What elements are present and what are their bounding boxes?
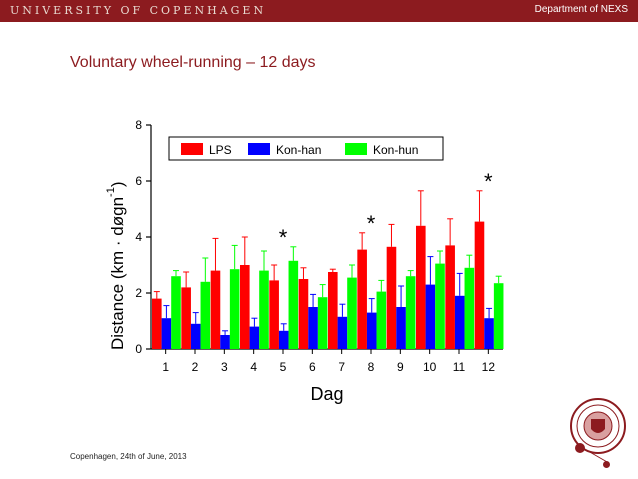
bar-kon-han xyxy=(220,335,230,349)
bar-kon-han xyxy=(337,316,348,349)
bar-lps xyxy=(298,279,309,349)
legend-swatch xyxy=(345,143,367,155)
bar-lps xyxy=(240,265,250,349)
bar-lps xyxy=(445,245,455,349)
decor-dot-large xyxy=(575,443,585,453)
bar-kon-hun xyxy=(171,276,181,349)
decor-dot-small xyxy=(603,461,610,468)
university-seal-icon xyxy=(570,398,626,454)
bar-kon-hun xyxy=(200,281,211,349)
footer-text: Copenhagen, 24th of June, 2013 xyxy=(70,452,187,461)
x-tick-label: 4 xyxy=(250,360,257,374)
bar-kon-han xyxy=(278,330,289,349)
legend-box xyxy=(168,136,444,161)
bar-kon-hun xyxy=(405,276,416,349)
bar-kon-hun xyxy=(347,277,357,349)
bar-lps xyxy=(181,287,191,349)
bar-kon-hun xyxy=(229,269,240,349)
y-tick-label: 6 xyxy=(135,174,142,188)
bar-lps xyxy=(152,298,162,349)
x-tick-label: 9 xyxy=(397,360,404,374)
bar-lps xyxy=(386,246,397,349)
bar-kon-hun xyxy=(376,291,387,349)
bar-lps xyxy=(210,270,221,349)
bar-kon-han xyxy=(366,312,377,349)
bar-kon-hun xyxy=(493,283,504,349)
bar-lps xyxy=(269,280,279,349)
y-tick-label: 2 xyxy=(135,286,142,300)
x-tick-label: 7 xyxy=(338,360,345,374)
department-name: Department of NEXS xyxy=(534,4,628,15)
legend-swatch xyxy=(181,143,203,155)
significance-asterisk: * xyxy=(367,211,376,236)
bar-kon-hun xyxy=(435,263,445,349)
x-tick-label: 5 xyxy=(280,360,287,374)
x-tick-label: 11 xyxy=(453,360,466,374)
bar-kon-han xyxy=(161,318,172,349)
x-tick-label: 3 xyxy=(221,360,228,374)
y-tick-label: 8 xyxy=(135,118,142,132)
bar-kon-han xyxy=(190,323,201,349)
y-tick-label: 0 xyxy=(135,342,142,356)
legend-label: LPS xyxy=(209,143,232,157)
x-tick-label: 1 xyxy=(162,360,169,374)
x-tick-label: 2 xyxy=(192,360,199,374)
bar-lps xyxy=(357,249,367,349)
legend-label: Kon-han xyxy=(276,143,321,157)
x-tick-label: 10 xyxy=(423,360,437,374)
x-tick-label: 6 xyxy=(309,360,316,374)
slide-title: Voluntary wheel-running – 12 days xyxy=(70,54,316,71)
bar-lps xyxy=(416,225,426,349)
bar-kon-han xyxy=(308,307,318,349)
bar-kon-han xyxy=(484,318,494,349)
y-axis-label: Distance (km · døgn-1) xyxy=(105,182,127,351)
bar-kon-han xyxy=(454,295,465,349)
legend-label: Kon-hun xyxy=(373,143,418,157)
significance-asterisk: * xyxy=(279,225,288,250)
university-name: UNIVERSITY OF COPENHAGEN xyxy=(10,4,267,17)
x-tick-label: 12 xyxy=(482,360,496,374)
bar-kon-hun xyxy=(464,267,475,349)
bar-kon-hun xyxy=(259,270,269,349)
bar-kon-han xyxy=(396,307,406,349)
bar-kon-hun xyxy=(288,260,299,349)
bar-kon-hun xyxy=(317,297,328,349)
bar-kon-han xyxy=(249,326,260,349)
x-tick-label: 8 xyxy=(368,360,375,374)
top-bar: UNIVERSITY OF COPENHAGEN Department of N… xyxy=(0,0,638,22)
y-tick-label: 4 xyxy=(135,230,142,244)
x-axis-label: Dag xyxy=(310,384,343,404)
bar-lps xyxy=(328,272,338,349)
bar-kon-han xyxy=(425,284,436,349)
legend-swatch xyxy=(248,143,270,155)
significance-asterisk: * xyxy=(484,169,493,194)
bar-lps xyxy=(474,221,485,349)
